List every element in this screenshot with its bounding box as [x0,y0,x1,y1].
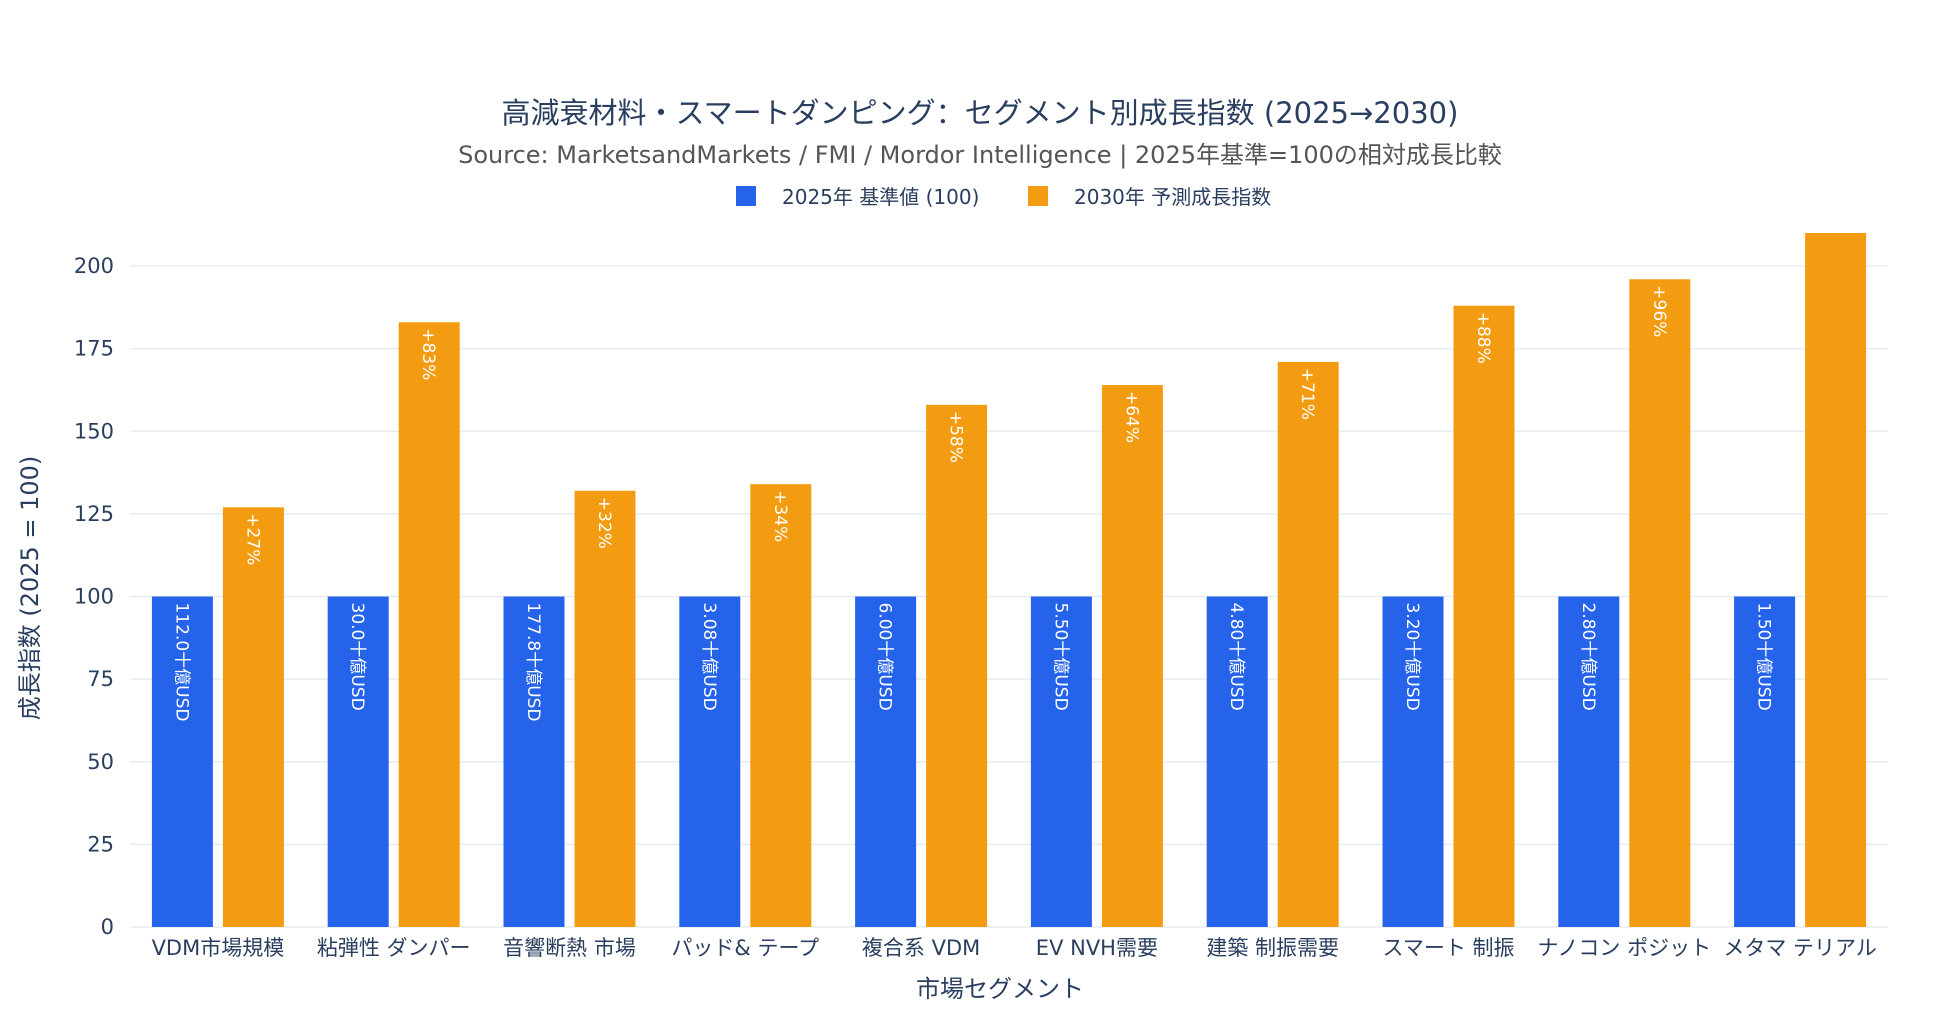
bar-label-growth: +27% [242,513,262,565]
bar-2030-forecast [1629,279,1691,927]
bar-2025-base [855,596,917,927]
bar-2030-forecast [1805,233,1867,927]
bar-2025-base [1206,596,1268,927]
bar-2030-forecast [750,484,812,927]
x-tick-label: 音響断熱 市場 [503,936,636,960]
x-tick-label: VDM市場規模 [152,936,285,960]
legend: 2025年 基準値 (100) 2030年 予測成長指数 [736,185,1271,209]
bar-label-base: 5.50十億USD [1050,603,1070,711]
bar-label-growth: +32% [594,497,614,549]
bar-2025-base [1030,596,1092,927]
chart-subtitle: Source: MarketsandMarkets / FMI / Mordor… [458,141,1502,169]
x-tick-label: メタマ テリアル [1723,936,1876,960]
x-tick-label: スマート 制振 [1382,936,1514,960]
bar-2030-forecast [1101,385,1163,927]
bar-2025-base [1558,596,1620,927]
y-tick-label: 150 [74,419,114,443]
bar-label-growth: +34% [770,490,790,542]
x-tick-label: パッド& テープ [671,936,819,960]
bar-label-base: 112.0十億USD [171,603,191,722]
bar-label-base: 3.20十億USD [1402,603,1422,711]
bar-label-growth: +64% [1121,391,1141,443]
bar-label-growth: +58% [946,411,966,463]
bar-label-base: 3.08十億USD [699,603,719,711]
bar-2030-forecast [1277,361,1339,927]
bar-label-base: 6.00十億USD [875,603,895,711]
bar-2030-forecast [926,404,988,927]
y-tick-label: 100 [74,585,114,609]
bar-label-base: 30.0十億USD [347,603,367,711]
bar-2025-base [503,596,565,927]
bar-label-base: 4.80十億USD [1226,603,1246,711]
x-tick-label: 複合系 VDM [862,936,980,960]
bar-2030-forecast [222,507,284,927]
x-tick-label: 粘弾性 ダンパー [317,936,471,960]
y-tick-label: 25 [87,832,114,856]
bar-label-growth: +88% [1473,312,1493,364]
bar-label-growth: +83% [418,328,438,380]
bar-2030-forecast [398,322,460,927]
bar-2030-forecast [1453,305,1515,927]
x-axis-title: 市場セグメント [916,975,1084,1003]
bar-label-base: 1.50十億USD [1754,603,1774,711]
y-tick-label: 0 [101,915,114,939]
bar-label-base: 177.8十億USD [523,603,543,722]
legend-label-forecast: 2030年 予測成長指数 [1074,185,1271,209]
y-tick-label: 50 [87,750,114,774]
bar-2030-forecast [574,490,636,927]
bar-label-growth: +96% [1649,285,1669,337]
legend-label-base: 2025年 基準値 (100) [782,185,979,209]
y-tick-label: 75 [87,667,114,691]
y-tick-label: 200 [74,254,114,278]
y-tick-label: 125 [74,502,114,526]
bar-2025-base [327,596,389,927]
bar-2025-base [1382,596,1444,927]
y-axis-title: 成長指数 (2025 = 100) [16,456,44,721]
bar-2025-base [151,596,213,927]
bar-label-growth: +71% [1297,368,1317,420]
x-tick-label: EV NVH需要 [1036,936,1158,960]
chart-title: 高減衰材料・スマートダンピング：セグメント別成長指数 (2025→2030) [502,96,1459,130]
legend-swatch-forecast [1028,186,1048,206]
legend-swatch-base [736,186,756,206]
bar-2025-base [679,596,741,927]
x-tick-label: ナノコン ポジット [1537,936,1711,960]
y-tick-label: 175 [74,337,114,361]
x-tick-label: 建築 制振需要 [1206,936,1339,960]
bar-label-base: 2.80十億USD [1578,603,1598,711]
bar-2025-base [1734,596,1796,927]
